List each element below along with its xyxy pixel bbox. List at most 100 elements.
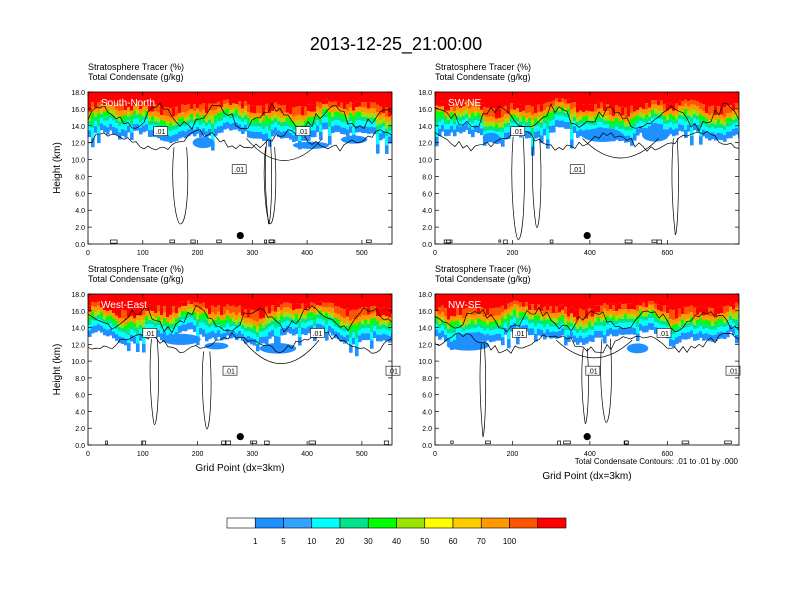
x-tick-label: 200 — [192, 250, 204, 257]
panel-subtitle-condensate: Total Condensate (g/kg) — [88, 72, 184, 82]
contour-label-box — [510, 126, 526, 136]
y-tick-label: 6.0 — [422, 393, 432, 400]
x-tick-label: 500 — [356, 451, 368, 458]
y-tick-label: 18.0 — [71, 90, 85, 97]
contour-label-box — [295, 126, 311, 136]
x-tick-label: 200 — [507, 250, 519, 257]
colorbar-label: 10 — [307, 537, 316, 546]
contour-label-box — [222, 365, 238, 376]
y-axis-label: Height (km) — [52, 142, 63, 194]
y-tick-label: 6.0 — [75, 393, 85, 400]
colorbar-swatch — [339, 517, 369, 529]
y-tick-label: 18.0 — [418, 90, 432, 97]
x-tick-label: 100 — [137, 250, 149, 257]
contour-label-box — [385, 365, 401, 376]
y-tick-label: 0.0 — [422, 443, 432, 450]
x-tick-label: 0 — [86, 451, 90, 458]
condensate-contours — [435, 103, 739, 244]
colorbar-swatch — [226, 517, 256, 529]
colorbar-swatch — [537, 517, 567, 529]
colorbar-swatch — [424, 517, 454, 529]
x-tick-label: 400 — [301, 250, 313, 257]
x-axis-label: Grid Point (dx=3km) — [542, 471, 631, 482]
section-label: NW-SE — [448, 300, 481, 311]
y-tick-label: 12.0 — [71, 141, 85, 148]
panel-subtitle-tracer: Stratosphere Tracer (%) — [88, 62, 184, 72]
y-tick-label: 8.0 — [75, 376, 85, 383]
y-tick-label: 0.0 — [422, 242, 432, 249]
contour-label-box — [656, 328, 672, 338]
center-marker — [236, 231, 244, 240]
y-tick-label: 6.0 — [75, 191, 85, 198]
colorbar-swatch — [452, 517, 482, 529]
x-tick-label: 600 — [662, 451, 674, 458]
contour-label: .01 — [225, 369, 235, 376]
y-tick-label: 18.0 — [71, 292, 85, 299]
y-tick-label: 2.0 — [422, 426, 432, 433]
x-tick-label: 100 — [137, 451, 149, 458]
tracer-field — [88, 92, 392, 244]
y-tick-label: 10.0 — [71, 359, 85, 366]
tracer-field — [435, 294, 739, 445]
colorbar: 1 5 10 20 30 40 50 60 70 100 — [226, 517, 567, 546]
y-tick-label: 6.0 — [422, 191, 432, 198]
y-tick-label: 14.0 — [418, 124, 432, 131]
center-marker — [236, 433, 244, 441]
contour-label-box — [231, 164, 247, 174]
colorbar-swatch — [367, 517, 397, 529]
y-tick-label: 4.0 — [75, 208, 85, 215]
y-tick-label: 14.0 — [71, 124, 85, 131]
plot-frame — [434, 91, 740, 245]
colorbar-label: 70 — [477, 537, 486, 546]
colorbar-label: 50 — [420, 537, 429, 546]
contour-label-box — [512, 328, 527, 338]
panel-subtitle-condensate: Total Condensate (g/kg) — [435, 72, 531, 82]
x-tick-label: 200 — [192, 451, 204, 458]
x-tick-label: 0 — [433, 451, 437, 458]
contour-label: .01 — [588, 369, 598, 376]
contour-label: .01 — [515, 331, 525, 338]
contour-label: .01 — [513, 129, 523, 136]
panel-subtitle-tracer: Stratosphere Tracer (%) — [435, 264, 531, 274]
plot-frame — [87, 91, 393, 245]
center-marker — [583, 433, 591, 441]
x-tick-label: 400 — [584, 451, 596, 458]
contour-label-box — [310, 328, 325, 338]
contour-label: .01 — [145, 331, 155, 338]
section-label: South-North — [101, 98, 155, 109]
y-tick-label: 2.0 — [422, 225, 432, 232]
colorbar-label: 60 — [449, 537, 458, 546]
contour-label: .01 — [234, 167, 244, 174]
contour-label-box — [153, 126, 168, 136]
y-tick-label: 8.0 — [422, 376, 432, 383]
panel-subtitle-condensate: Total Condensate (g/kg) — [435, 274, 531, 284]
y-tick-label: 4.0 — [422, 208, 432, 215]
x-tick-label: 300 — [246, 250, 258, 257]
plot-frame — [434, 293, 740, 446]
y-tick-label: 18.0 — [418, 292, 432, 299]
y-tick-label: 16.0 — [418, 309, 432, 316]
section-label: West-East — [101, 300, 147, 311]
y-tick-label: 4.0 — [422, 409, 432, 416]
x-tick-label: 0 — [433, 250, 437, 257]
panel-bottom-right: Stratosphere Tracer (%)Total Condensate … — [418, 264, 741, 482]
panel-bottom-left: Stratosphere Tracer (%)Total Condensate … — [52, 264, 401, 474]
colorbar-swatch — [480, 517, 510, 529]
figure-title: 2013-12-25_21:00:00 — [310, 34, 482, 55]
x-axis-label: Grid Point (dx=3km) — [195, 463, 284, 474]
contour-label: .01 — [728, 369, 738, 376]
colorbar-label: 40 — [392, 537, 401, 546]
contour-label: .01 — [572, 167, 582, 174]
condensate-contours — [88, 304, 392, 445]
condensate-contours — [88, 102, 392, 244]
y-tick-label: 0.0 — [75, 242, 85, 249]
colorbar-label: 1 — [253, 537, 258, 546]
x-tick-label: 500 — [356, 250, 368, 257]
contour-label: .01 — [388, 369, 398, 376]
y-axis-label: Height (km) — [52, 344, 63, 396]
colorbar-swatch — [509, 517, 539, 529]
y-tick-label: 10.0 — [418, 359, 432, 366]
panel-subtitle-condensate: Total Condensate (g/kg) — [88, 274, 184, 284]
colorbar-label: 20 — [336, 537, 345, 546]
